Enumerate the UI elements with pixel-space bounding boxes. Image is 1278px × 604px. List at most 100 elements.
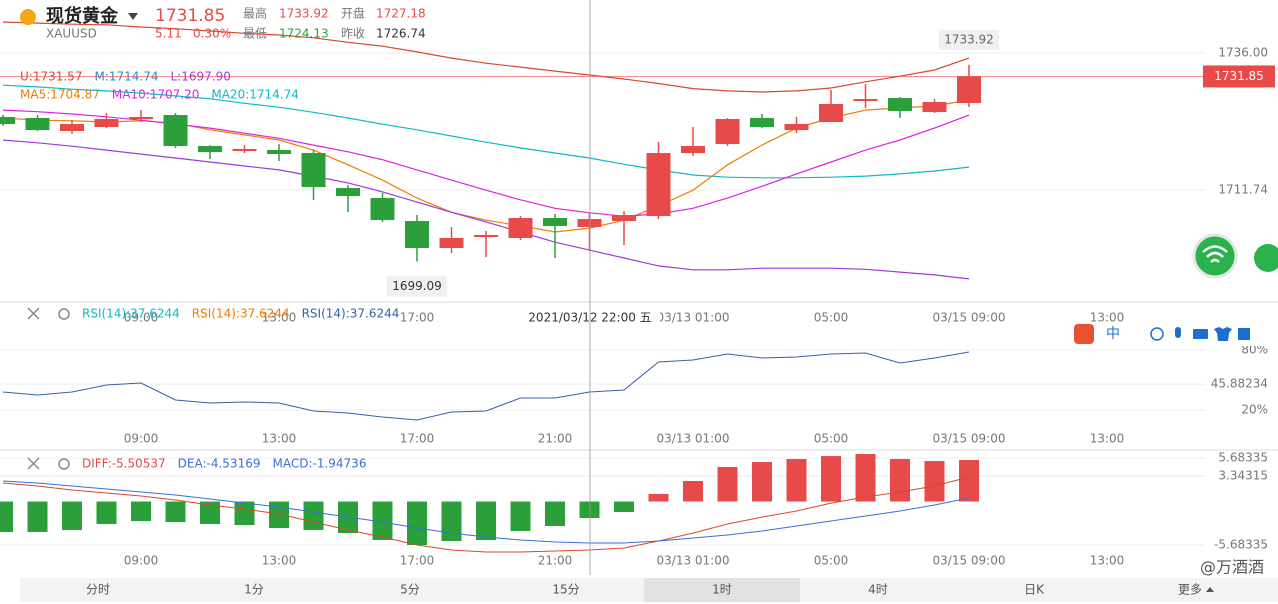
close-indicator[interactable] [27, 457, 40, 470]
x-tick-label: 03/13 01:00 [657, 554, 730, 568]
legend-entry: DEA:-4.53169 [178, 457, 261, 471]
tab[interactable]: 4时 [868, 583, 888, 597]
x-tick-label: 13:00 [1090, 554, 1125, 568]
x-tick-label: 17:00 [400, 554, 435, 568]
x-tick-label: 13:00 [1090, 311, 1125, 325]
candle-body [474, 235, 498, 238]
tab[interactable]: 5分 [400, 583, 420, 597]
x-tick-label: 03/13 01:00 [657, 311, 730, 325]
price: 1731.85 [155, 6, 225, 26]
candle-body [267, 150, 291, 154]
macd-bar [855, 453, 876, 502]
macd-bar [717, 467, 738, 502]
x-tick-label: 09:00 [124, 554, 159, 568]
candle-body [784, 123, 809, 131]
candle-body [922, 102, 947, 113]
x-tick-label: 09:00 [124, 311, 159, 325]
ime-skin[interactable] [1214, 327, 1232, 341]
high-value: 1733.92 [279, 7, 329, 21]
macd-bar [959, 460, 979, 502]
x-tick-label: 03/15 09:00 [933, 432, 1006, 446]
ime-keyboard[interactable] [1193, 329, 1208, 339]
low-label: 最低 [243, 27, 267, 41]
tab[interactable]: 1时 [712, 583, 732, 597]
change: 5.11 [155, 27, 182, 41]
dropdown-arrow[interactable] [128, 13, 138, 20]
candle-body [60, 123, 84, 131]
candle-body [163, 115, 188, 147]
ime-menu[interactable] [1238, 328, 1250, 340]
macd-bar [821, 456, 841, 502]
macd-bar [752, 462, 772, 502]
x-tick-label: 17:00 [400, 432, 435, 446]
macd-bar [476, 501, 496, 541]
candle-body [750, 118, 774, 127]
open-label: 开盘 [341, 6, 365, 21]
indicator-settings[interactable] [58, 308, 70, 320]
speed-widget[interactable] [1254, 244, 1278, 272]
change-pct: 0.30% [193, 27, 231, 41]
x-tick-label: 21:00 [538, 432, 573, 446]
x-tick-label: 13:00 [262, 311, 297, 325]
candle-body [646, 153, 671, 217]
x-tick-label: 03/15 09:00 [933, 311, 1006, 325]
x-tick-label: 05:00 [814, 554, 849, 568]
candle-body [405, 221, 429, 248]
macd-bar [165, 501, 186, 523]
ime-emoji[interactable] [1150, 327, 1164, 341]
line-series [2, 84, 970, 179]
candle-body [715, 119, 740, 145]
macd-bar [131, 501, 151, 522]
indicator-settings[interactable] [58, 458, 70, 470]
tab-selected-bg [644, 578, 800, 602]
price-tag [1203, 65, 1275, 88]
candle-body [439, 238, 464, 248]
macd-bar [614, 501, 634, 513]
ime-lang[interactable]: 中 [1106, 326, 1120, 342]
x-tick-label: 09:00 [124, 432, 159, 446]
candle-body [577, 219, 602, 227]
wifi-icon [1202, 245, 1228, 263]
candle-body [301, 153, 326, 188]
macd-bar [0, 501, 13, 532]
tab[interactable]: 分时 [86, 583, 110, 597]
ime-logo[interactable] [1074, 324, 1094, 344]
legend-entry: MA5:1704.87 [20, 88, 100, 102]
candle-body [336, 188, 360, 196]
y-tick-label: 1711.74 [1218, 183, 1268, 197]
candle-body [888, 98, 912, 112]
x-tick-label: 13:00 [262, 432, 297, 446]
tab[interactable]: 更多 [1178, 583, 1202, 597]
symbol-code: XAUUSD [46, 27, 97, 41]
tab[interactable]: 日K [1024, 583, 1045, 597]
prev-close-value: 1726.74 [376, 27, 426, 41]
tab[interactable]: 15分 [552, 583, 579, 597]
plot-layer: 1736.00 1711.74 09:00 13:00 17:00 21:00 03/13 … [0, 21, 1275, 568]
close-indicator[interactable] [27, 307, 40, 320]
candle-body [819, 104, 843, 123]
candle-body [25, 118, 50, 131]
x-tick-label: 21:00 [538, 554, 573, 568]
high-label: 最高 [243, 6, 267, 21]
x-tick-label: 05:00 [814, 432, 849, 446]
low-tag-box [387, 276, 447, 297]
legend-entry: MACD:-1.94736 [272, 457, 366, 471]
y-tick-label: 5.68335 [1218, 451, 1268, 465]
ime-voice[interactable] [1175, 327, 1181, 338]
x-tick-label: 05:00 [814, 311, 849, 325]
candle-body [957, 76, 981, 103]
macd-bar [372, 501, 393, 541]
network-widget[interactable] [1192, 233, 1238, 279]
macd-bar [648, 494, 669, 502]
candle-body [853, 99, 878, 102]
macd-bar [96, 501, 117, 525]
x-tick-label: 13:00 [262, 554, 297, 568]
tab[interactable]: 1分 [244, 583, 264, 597]
prev-close-label: 昨收 [341, 27, 365, 41]
watermark: @万酒酒 [1200, 558, 1264, 577]
candle-body [0, 116, 15, 124]
macd-bar [200, 501, 220, 525]
legend-entry: DIFF:-5.50537 [82, 457, 166, 471]
legend-entry: RSI(14):37.6244 [302, 307, 400, 321]
